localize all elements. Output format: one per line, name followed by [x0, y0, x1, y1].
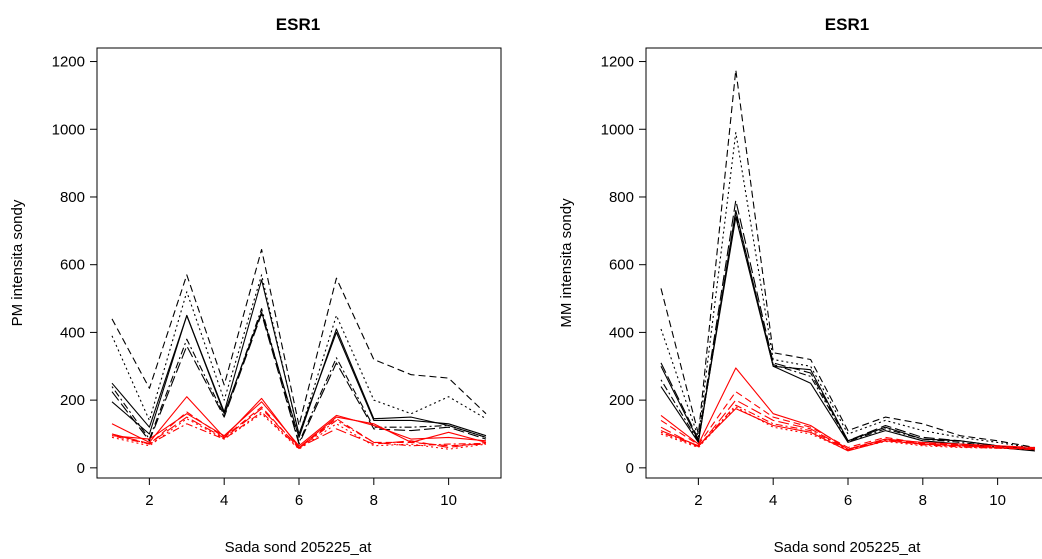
x-tick-label: 8 — [370, 492, 378, 509]
x-tick-label: 2 — [694, 492, 702, 509]
black-series-line-1 — [660, 209, 1036, 452]
black-series-line-5 — [111, 308, 487, 443]
y-tick-label: 0 — [626, 460, 634, 477]
red-series-line-11 — [111, 411, 487, 450]
plot-frame — [96, 47, 502, 479]
black-series-line-0 — [111, 311, 487, 438]
x-axis-label: Sada sond 205225_at — [774, 539, 922, 556]
chart-title: ESR1 — [825, 15, 869, 34]
chart-panel-mm: ESR1 0 200 400 600 800 1000 1200 2 4 6 8 10 Sada s… — [558, 15, 1042, 556]
chart-title: ESR1 — [276, 15, 320, 34]
series-lines — [111, 248, 487, 450]
x-tick-label: 6 — [295, 492, 303, 509]
x-axis: 2 4 6 8 10 — [145, 478, 457, 509]
black-series-line-2 — [111, 248, 487, 427]
x-axis-label: Sada sond 205225_at — [225, 539, 373, 556]
x-tick-label: 2 — [145, 492, 153, 509]
red-series-line-11 — [660, 404, 1036, 451]
x-tick-label: 6 — [844, 492, 852, 509]
series-lines — [660, 69, 1036, 452]
y-tick-label: 1200 — [601, 54, 634, 71]
black-series-line-3 — [660, 132, 1036, 449]
y-tick-label: 800 — [609, 189, 634, 206]
black-series-line-4 — [111, 313, 487, 445]
x-tick-label: 8 — [919, 492, 927, 509]
x-tick-label: 10 — [440, 492, 457, 509]
black-series-line-3 — [111, 274, 487, 437]
y-axis-label: PM intensita sondy — [9, 199, 26, 326]
y-axis: 0 200 400 600 800 1000 1200 — [601, 54, 646, 477]
x-axis: 2 4 6 8 10 — [694, 478, 1006, 509]
y-tick-label: 200 — [60, 392, 85, 409]
black-series-line-1 — [111, 279, 487, 437]
x-tick-label: 4 — [220, 492, 228, 509]
y-axis-label: MM intensita sondy — [558, 198, 575, 328]
plot-frame — [645, 47, 1042, 479]
x-tick-label: 10 — [989, 492, 1006, 509]
chart-panel-pm: ESR1 0 200 400 600 800 1000 1200 2 4 6 8 10 Sada s… — [9, 15, 502, 556]
y-tick-label: 800 — [60, 189, 85, 206]
y-tick-label: 0 — [77, 460, 85, 477]
y-tick-label: 1000 — [52, 121, 85, 138]
black-series-line-2 — [660, 69, 1036, 449]
red-series-line-10 — [111, 408, 487, 449]
y-tick-label: 600 — [60, 257, 85, 274]
red-series-line-8 — [660, 391, 1036, 449]
y-tick-label: 1000 — [601, 121, 634, 138]
red-series-line-10 — [660, 399, 1036, 450]
y-tick-label: 400 — [60, 324, 85, 341]
red-series-line-6 — [660, 367, 1036, 450]
y-tick-label: 200 — [609, 392, 634, 409]
y-tick-label: 1200 — [52, 54, 85, 71]
red-series-line-8 — [111, 406, 487, 449]
y-axis: 0 200 400 600 800 1000 1200 — [52, 54, 97, 477]
black-series-line-5 — [660, 213, 1036, 451]
y-tick-label: 400 — [609, 324, 634, 341]
x-tick-label: 4 — [769, 492, 777, 509]
y-tick-label: 600 — [609, 257, 634, 274]
